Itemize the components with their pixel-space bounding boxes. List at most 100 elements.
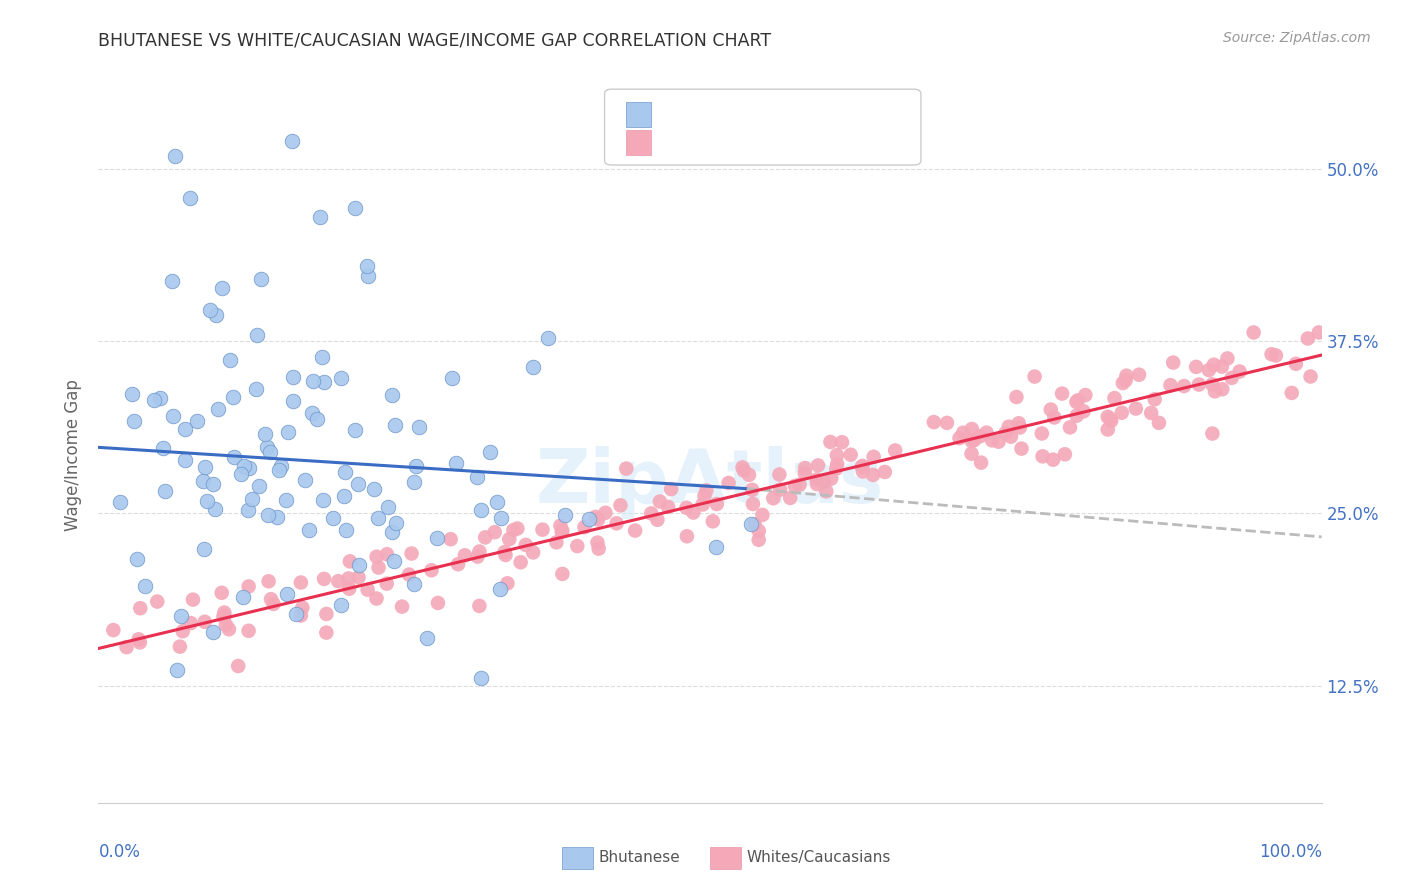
Point bbox=[214, 609, 236, 624]
Point bbox=[404, 577, 426, 591]
Point bbox=[997, 419, 1019, 434]
Point bbox=[1125, 401, 1147, 416]
Point bbox=[884, 443, 907, 458]
Point bbox=[1050, 386, 1073, 401]
Point bbox=[285, 607, 308, 621]
Point bbox=[108, 495, 131, 509]
Point bbox=[166, 663, 188, 677]
Point bbox=[426, 531, 449, 545]
Point bbox=[502, 523, 524, 537]
Point bbox=[987, 434, 1010, 449]
Point bbox=[375, 576, 398, 591]
Point bbox=[219, 352, 242, 367]
Point bbox=[1260, 347, 1282, 361]
Point bbox=[1115, 368, 1137, 383]
Point bbox=[862, 467, 884, 482]
Point bbox=[204, 502, 226, 516]
Text: N =: N = bbox=[787, 133, 827, 151]
Point bbox=[738, 467, 761, 482]
Point bbox=[193, 459, 215, 474]
Point bbox=[675, 500, 697, 515]
Point bbox=[609, 499, 631, 513]
Point bbox=[367, 511, 389, 525]
Point bbox=[134, 579, 156, 593]
Point bbox=[537, 331, 560, 345]
Point bbox=[484, 525, 506, 540]
Point bbox=[806, 473, 828, 487]
Point bbox=[1201, 426, 1223, 441]
Point bbox=[1299, 369, 1322, 384]
Point bbox=[509, 555, 531, 569]
Point bbox=[960, 434, 983, 449]
Point bbox=[659, 482, 682, 496]
Point bbox=[283, 394, 305, 409]
Point bbox=[297, 523, 319, 537]
Point bbox=[307, 412, 329, 426]
Point bbox=[546, 535, 568, 549]
Point bbox=[960, 447, 983, 461]
Point bbox=[1074, 388, 1097, 402]
Point bbox=[496, 576, 519, 591]
Point bbox=[330, 598, 353, 612]
Point bbox=[1097, 423, 1119, 437]
Point bbox=[207, 401, 229, 416]
Text: 100.0%: 100.0% bbox=[1258, 843, 1322, 861]
Point bbox=[377, 500, 399, 514]
Point bbox=[294, 474, 316, 488]
Point bbox=[551, 524, 574, 539]
Point bbox=[948, 431, 970, 445]
Point bbox=[506, 521, 529, 535]
Text: 0.0%: 0.0% bbox=[98, 843, 141, 861]
Point bbox=[1024, 369, 1046, 384]
Point bbox=[1281, 385, 1303, 400]
Point bbox=[333, 465, 356, 479]
Point bbox=[825, 448, 848, 462]
Point bbox=[839, 448, 862, 462]
Point bbox=[211, 586, 233, 600]
Point bbox=[692, 498, 714, 512]
Point bbox=[574, 520, 596, 534]
Point bbox=[522, 545, 544, 559]
Point bbox=[969, 429, 991, 443]
Point bbox=[825, 461, 848, 475]
Point bbox=[1097, 409, 1119, 424]
Point bbox=[1112, 376, 1135, 390]
Point bbox=[439, 533, 461, 547]
Point bbox=[381, 524, 404, 539]
Point bbox=[440, 371, 463, 385]
Point bbox=[232, 458, 254, 473]
Point bbox=[1073, 404, 1095, 418]
Point bbox=[717, 475, 740, 490]
Point bbox=[1099, 414, 1122, 428]
Point bbox=[489, 582, 512, 597]
Point bbox=[103, 623, 125, 637]
Point bbox=[970, 456, 993, 470]
Point bbox=[1198, 363, 1220, 377]
Point bbox=[405, 458, 427, 473]
Point bbox=[332, 489, 354, 503]
Point bbox=[367, 560, 389, 574]
Point bbox=[994, 426, 1017, 441]
Point bbox=[467, 549, 489, 564]
Text: N =: N = bbox=[787, 104, 827, 123]
Point bbox=[356, 259, 378, 273]
Point bbox=[1308, 326, 1330, 340]
Point bbox=[165, 148, 187, 162]
Point bbox=[1008, 416, 1031, 430]
Point bbox=[115, 640, 138, 654]
Point bbox=[1042, 452, 1064, 467]
Point bbox=[173, 422, 195, 436]
Point bbox=[963, 433, 986, 447]
Point bbox=[550, 518, 572, 533]
Point bbox=[682, 506, 704, 520]
Point bbox=[146, 594, 169, 608]
Point bbox=[277, 425, 299, 440]
Point bbox=[420, 563, 443, 577]
Point bbox=[1211, 382, 1233, 396]
Point bbox=[1220, 371, 1243, 385]
Point bbox=[302, 374, 325, 388]
Text: R =: R = bbox=[658, 104, 697, 123]
Point bbox=[366, 549, 388, 564]
Point bbox=[266, 510, 288, 524]
Point bbox=[468, 599, 491, 613]
